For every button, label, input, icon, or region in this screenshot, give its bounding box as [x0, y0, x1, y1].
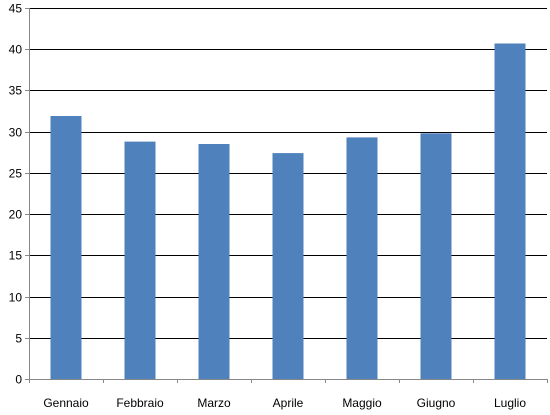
y-tick-label: 20: [9, 208, 23, 222]
x-tick-label: Marzo: [197, 396, 231, 410]
x-tick-label: Febbraio: [116, 396, 164, 410]
y-tick-label: 35: [9, 84, 23, 98]
y-tick-label: 45: [9, 2, 23, 16]
tick-labels: 0 5 10 15 20 25 30 35 40 45 Gennaio Febbraio Marzo Ap…: [9, 2, 527, 411]
y-tick-label: 0: [15, 373, 22, 387]
bars: [50, 43, 526, 379]
x-tick-label: Giugno: [417, 396, 456, 410]
bar-marzo: [198, 144, 230, 379]
bar-gennaio: [50, 116, 82, 379]
y-tick-label: 25: [9, 167, 23, 181]
y-tick-label: 15: [9, 249, 23, 263]
axes: [25, 8, 548, 383]
y-tick-label: 10: [9, 291, 23, 305]
y-tick-label: 30: [9, 126, 23, 140]
x-tick-label: Luglio: [494, 396, 526, 410]
bar-febbraio: [124, 141, 156, 379]
x-tick-label: Gennaio: [43, 396, 89, 410]
x-tick-label: Aprile: [273, 396, 304, 410]
y-tick-label: 5: [15, 332, 22, 346]
bar-luglio: [494, 43, 526, 379]
x-tick-label: Maggio: [342, 396, 382, 410]
bar-maggio: [346, 137, 378, 379]
bar-giugno: [420, 133, 452, 379]
bar-aprile: [272, 153, 304, 379]
y-tick-label: 40: [9, 43, 23, 57]
